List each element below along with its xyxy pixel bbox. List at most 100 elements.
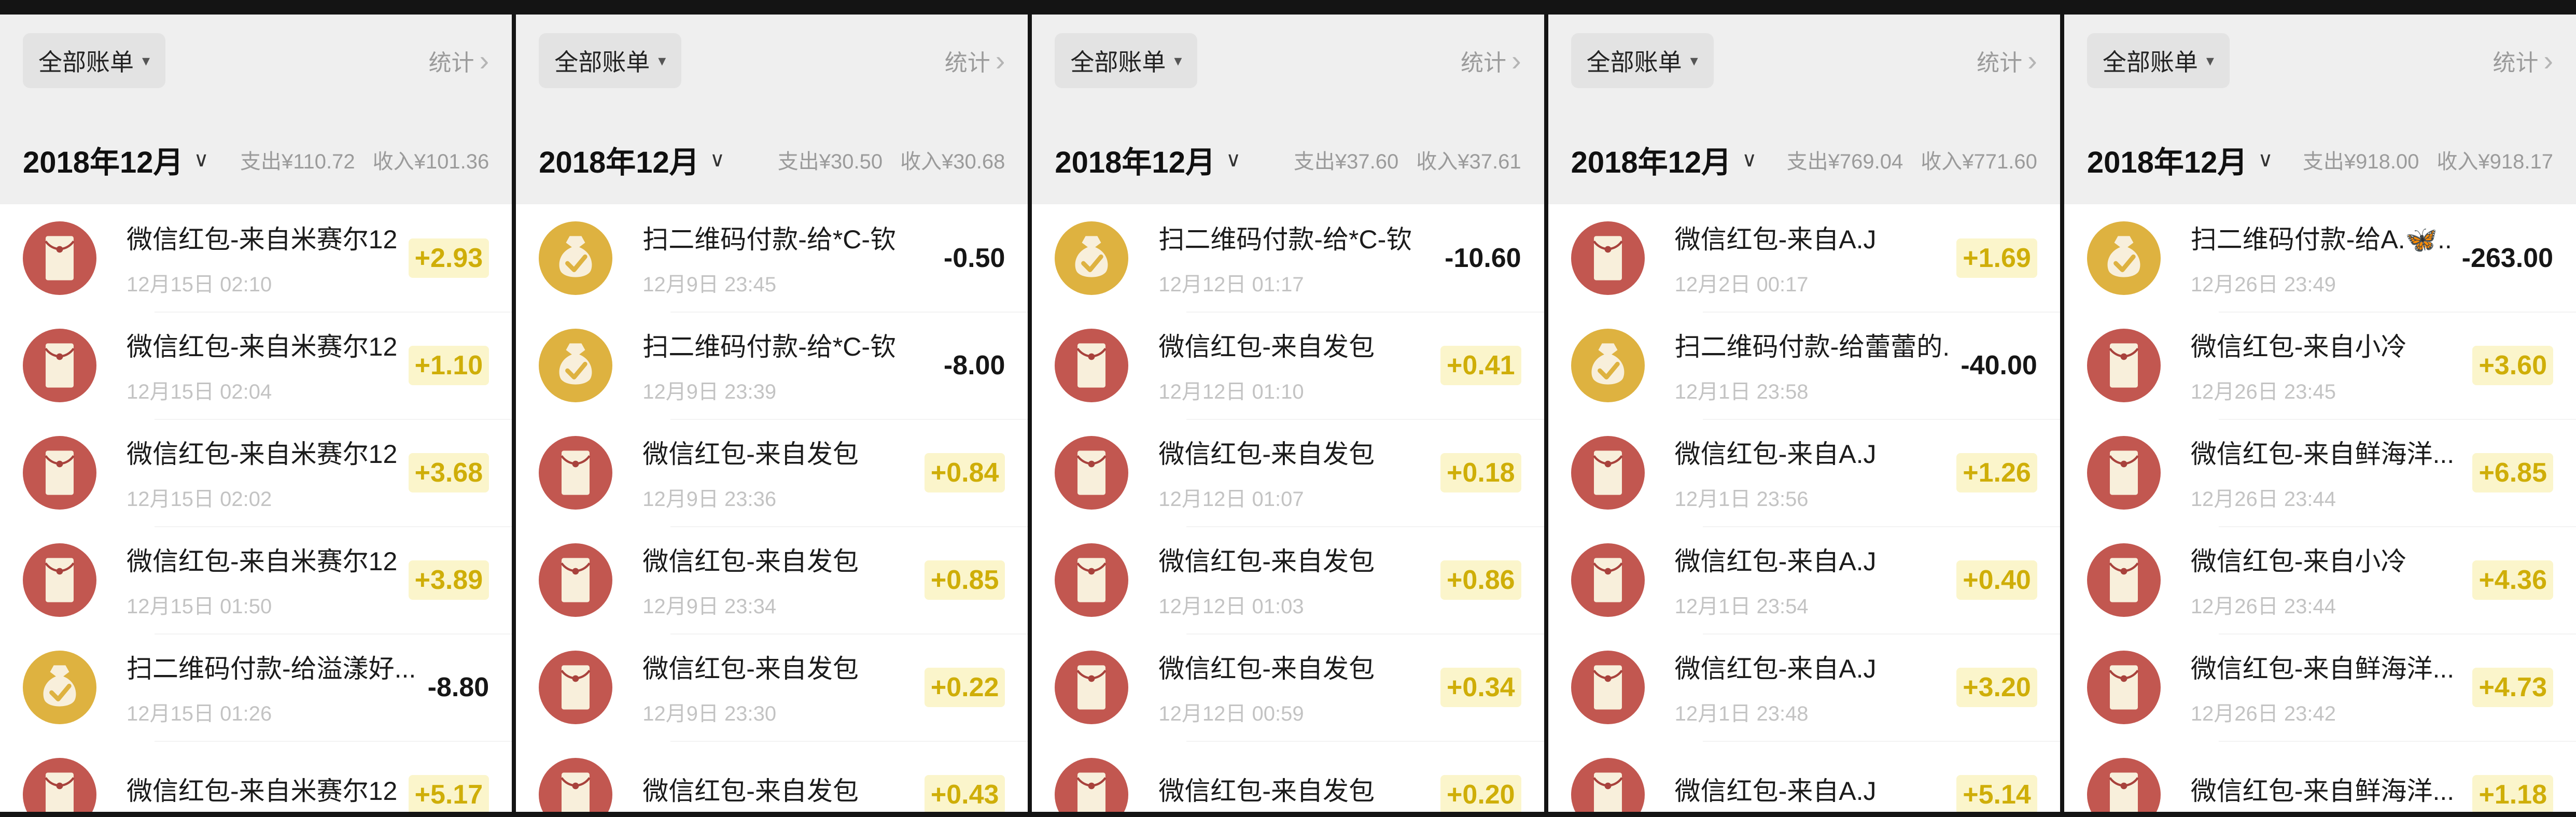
transaction-row[interactable]: 微信红包-来自A.J 12月1日 23:56 +1.26	[1548, 419, 2060, 526]
transaction-row[interactable]: 微信红包-来自A.J 12月2日 00:17 +1.69	[1548, 204, 2060, 312]
bill-filter-button[interactable]: 全部账单 ▾	[1571, 33, 1714, 88]
transaction-time: 12月15日 01:26	[127, 702, 272, 725]
month-selector[interactable]: 2018年12月 ∨	[2087, 138, 2273, 181]
transaction-amount: +3.20	[1956, 667, 2037, 707]
statistics-label: 统计	[1460, 50, 1506, 76]
transaction-title: 微信红包-来自鲜海洋...	[2190, 439, 2455, 469]
red-packet-icon	[539, 435, 613, 510]
expand-caret-icon: ∨	[2258, 148, 2273, 171]
top-bar: 全部账单 ▾ 统计 ›	[2087, 33, 2553, 88]
income-value: ¥30.68	[942, 150, 1005, 173]
transaction-row[interactable]: 扫二维码付款-给A.🦋... 12月26日 23:49 -263.00	[2064, 204, 2576, 312]
statistics-link[interactable]: 统计 ›	[428, 44, 489, 77]
transaction-time: 12月12日 01:07	[1158, 487, 1304, 511]
transaction-row[interactable]: 微信红包-来自发包 12月12日 00:59 +0.34	[1032, 633, 1544, 741]
bill-panel: 全部账单 ▾ 统计 › 2018年12月 ∨ 支出¥110.72 收入¥101.3…	[0, 15, 512, 812]
month-label: 2018年12月	[539, 146, 699, 179]
transaction-row[interactable]: 扫二维码付款-给溢漾好... 12月15日 01:26 -8.80	[0, 633, 512, 741]
bill-filter-button[interactable]: 全部账单 ▾	[23, 33, 166, 88]
transaction-row[interactable]: 微信红包-来自发包 12月12日 01:10 +0.41	[1032, 312, 1544, 419]
transaction-row[interactable]: 微信红包-来自鲜海洋... 12月26日 23:44 +6.85	[2064, 419, 2576, 526]
transaction-row[interactable]: 微信红包-来自A.J 12月1日 23:54 +0.40	[1548, 526, 2060, 633]
month-selector[interactable]: 2018年12月 ∨	[1571, 138, 1757, 181]
transaction-meta: 扫二维码付款-给蕾蕾的... 12月1日 23:58	[1675, 326, 1951, 405]
transaction-row[interactable]: 微信红包-来自米赛尔12-... +5.17	[0, 741, 512, 812]
transaction-amount: +3.60	[2472, 345, 2554, 385]
statistics-link[interactable]: 统计 ›	[944, 44, 1005, 77]
month-selector[interactable]: 2018年12月 ∨	[23, 138, 209, 181]
month-label: 2018年12月	[2087, 146, 2248, 179]
transaction-row[interactable]: 微信红包-来自A.J +5.14	[1548, 741, 2060, 812]
transaction-amount: +1.26	[1956, 453, 2037, 492]
transaction-time: 12月26日 23:42	[2190, 702, 2336, 725]
transaction-row[interactable]: 微信红包-来自米赛尔12-... 12月15日 02:02 +3.68	[0, 419, 512, 526]
transaction-row[interactable]: 微信红包-来自小冷 12月26日 23:45 +3.60	[2064, 312, 2576, 419]
transaction-row[interactable]: 扫二维码付款-给*C-钦 12月12日 01:17 -10.60	[1032, 204, 1544, 312]
transaction-meta: 微信红包-来自米赛尔12-...	[127, 770, 398, 812]
transaction-row[interactable]: 微信红包-来自发包 12月12日 01:03 +0.86	[1032, 526, 1544, 633]
transaction-row[interactable]: 微信红包-来自发包 12月12日 01:07 +0.18	[1032, 419, 1544, 526]
transaction-title: 微信红包-来自A.J	[1674, 439, 1877, 469]
transaction-time: 12月9日 23:39	[642, 380, 777, 403]
transaction-time: 12月15日 01:50	[127, 595, 272, 618]
transaction-meta: 微信红包-来自发包 12月12日 01:07	[1158, 433, 1430, 512]
transaction-row[interactable]: 扫二维码付款-给蕾蕾的... 12月1日 23:58 -40.00	[1548, 312, 2060, 419]
transaction-time: 12月26日 23:49	[2190, 273, 2336, 296]
money-bag-icon	[539, 328, 613, 402]
bill-filter-button[interactable]: 全部账单 ▾	[2087, 33, 2230, 88]
transaction-meta: 微信红包-来自米赛尔12-... 12月15日 02:10	[127, 219, 398, 298]
transaction-row[interactable]: 微信红包-来自发包 +0.20	[1032, 741, 1544, 812]
income-label: 收入	[1416, 150, 1458, 173]
statistics-label: 统计	[1977, 50, 2023, 76]
month-selector[interactable]: 2018年12月 ∨	[539, 138, 725, 181]
transaction-row[interactable]: 微信红包-来自发包 12月9日 23:30 +0.22	[516, 633, 1028, 741]
transaction-row[interactable]: 扫二维码付款-给*C-钦 12月9日 23:45 -0.50	[516, 204, 1028, 312]
bill-filter-button[interactable]: 全部账单 ▾	[539, 33, 682, 88]
transaction-time: 12月12日 00:59	[1158, 702, 1304, 725]
statistics-link[interactable]: 统计 ›	[2493, 44, 2554, 77]
transaction-row[interactable]: 扫二维码付款-给*C-钦 12月9日 23:39 -8.00	[516, 312, 1028, 419]
red-packet-icon	[1571, 435, 1645, 510]
expense-label: 支出	[240, 150, 282, 173]
transaction-title: 微信红包-来自鲜海洋...	[2190, 654, 2455, 683]
transaction-row[interactable]: 微信红包-来自米赛尔12-... 12月15日 01:50 +3.89	[0, 526, 512, 633]
red-packet-icon	[2087, 328, 2161, 402]
transaction-meta: 微信红包-来自鲜海洋...	[2191, 770, 2462, 812]
month-summary: 支出¥37.60 收入¥37.61	[1294, 145, 1521, 175]
red-packet-icon	[1055, 328, 1129, 402]
transaction-time: 12月1日 23:58	[1674, 380, 1809, 403]
transaction-title: 微信红包-来自米赛尔12-...	[127, 776, 398, 806]
transaction-row[interactable]: 微信红包-来自发包 12月9日 23:36 +0.84	[516, 419, 1028, 526]
expense-value: ¥769.04	[1828, 150, 1903, 173]
transaction-meta: 微信红包-来自A.J 12月1日 23:54	[1675, 541, 1947, 619]
statistics-link[interactable]: 统计 ›	[1977, 44, 2037, 77]
chevron-down-icon: ▾	[658, 52, 666, 69]
statistics-link[interactable]: 统计 ›	[1460, 44, 1521, 77]
transaction-row[interactable]: 微信红包-来自A.J 12月1日 23:48 +3.20	[1548, 633, 2060, 741]
income-label: 收入	[2437, 150, 2479, 173]
month-row: 2018年12月 ∨ 支出¥918.00 收入¥918.17	[2087, 138, 2553, 181]
transaction-title: 扫二维码付款-给*C-钦	[1158, 224, 1412, 254]
transaction-row[interactable]: 微信红包-来自米赛尔12-... 12月15日 02:10 +2.93	[0, 204, 512, 312]
transaction-row[interactable]: 微信红包-来自小冷 12月26日 23:44 +4.36	[2064, 526, 2576, 633]
expense-value: ¥110.72	[281, 150, 355, 173]
transaction-row[interactable]: 微信红包-来自鲜海洋... +1.18	[2064, 741, 2576, 812]
transaction-row[interactable]: 微信红包-来自鲜海洋... 12月26日 23:42 +4.73	[2064, 633, 2576, 741]
transaction-amount: +0.40	[1956, 560, 2037, 600]
red-packet-icon	[539, 757, 613, 812]
panel-header: 全部账单 ▾ 统计 › 2018年12月 ∨ 支出¥30.50 收入¥30.68	[516, 15, 1028, 204]
transaction-title: 微信红包-来自发包	[642, 546, 859, 576]
transaction-time: 12月26日 23:44	[2190, 595, 2336, 618]
bill-panel: 全部账单 ▾ 统计 › 2018年12月 ∨ 支出¥918.00 收入¥918.1…	[2064, 15, 2576, 812]
month-selector[interactable]: 2018年12月 ∨	[1055, 138, 1241, 181]
bill-filter-button[interactable]: 全部账单 ▾	[1055, 33, 1198, 88]
transaction-amount: +3.89	[408, 560, 489, 600]
transaction-row[interactable]: 微信红包-来自发包 +0.43	[516, 741, 1028, 812]
expand-caret-icon: ∨	[193, 148, 209, 171]
statistics-label: 统计	[2493, 50, 2539, 76]
transaction-time: 12月1日 23:56	[1674, 487, 1809, 511]
transaction-row[interactable]: 微信红包-来自发包 12月9日 23:34 +0.85	[516, 526, 1028, 633]
transaction-title: 微信红包-来自发包	[1158, 332, 1375, 361]
transaction-row[interactable]: 微信红包-来自米赛尔12-... 12月15日 02:04 +1.10	[0, 312, 512, 419]
transaction-meta: 微信红包-来自发包	[642, 770, 914, 812]
